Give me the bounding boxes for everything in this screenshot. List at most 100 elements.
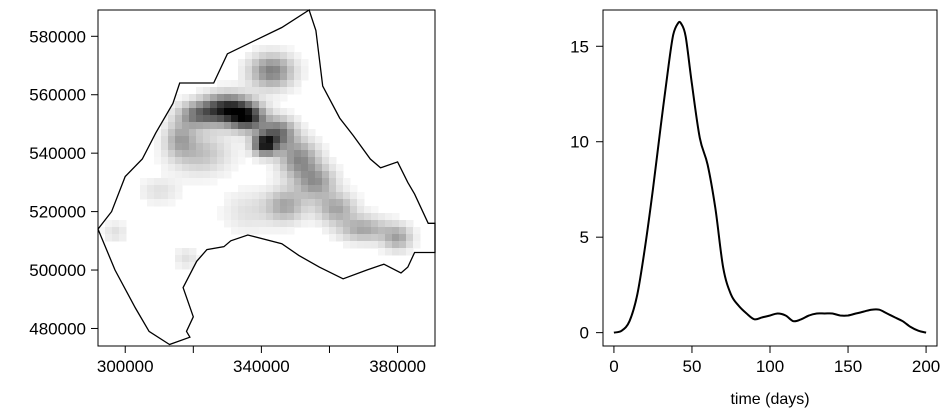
density-cell	[294, 73, 302, 81]
density-cell	[238, 108, 246, 116]
density-cell	[280, 129, 288, 137]
density-cell	[210, 164, 218, 172]
density-cell	[357, 213, 365, 221]
density-cell	[322, 192, 330, 200]
density-cell	[182, 122, 190, 130]
density-cell	[224, 136, 232, 144]
density-cell	[189, 164, 197, 172]
density-cell	[280, 171, 288, 179]
density-cell	[189, 108, 197, 116]
density-cell	[280, 185, 288, 193]
density-cell	[112, 220, 120, 228]
y-tick-label: 540000	[29, 144, 86, 163]
density-cell	[259, 213, 267, 221]
region-boundary-outline	[97, 9, 436, 346]
density-cell	[217, 157, 225, 165]
density-cell	[308, 157, 316, 165]
density-cell	[168, 122, 176, 130]
density-cell	[119, 234, 127, 242]
density-cell	[392, 241, 400, 249]
density-cell	[406, 241, 414, 249]
density-cell	[399, 248, 407, 256]
time-series-panel: 0 50 100 150 200 0 5 10 15 time (days)	[570, 9, 940, 408]
y-tick-label: 15	[570, 37, 589, 56]
density-cell	[392, 234, 400, 242]
density-cell	[273, 164, 281, 172]
density-cell	[266, 94, 274, 102]
density-cell	[385, 241, 393, 249]
density-cell	[301, 122, 309, 130]
density-cell	[245, 136, 253, 144]
density-cell	[231, 80, 239, 88]
density-cell	[350, 213, 358, 221]
density-cell	[231, 94, 239, 102]
density-heatmap	[98, 45, 421, 270]
density-cell	[252, 143, 260, 151]
density-cell	[364, 206, 372, 214]
density-cell	[371, 220, 379, 228]
density-cell	[280, 108, 288, 116]
density-cell	[266, 185, 274, 193]
density-cell	[266, 122, 274, 130]
density-cell	[196, 164, 204, 172]
density-cell	[161, 192, 169, 200]
density-cell	[280, 66, 288, 74]
density-cell	[294, 66, 302, 74]
density-cell	[203, 164, 211, 172]
density-cell	[308, 171, 316, 179]
density-cell	[308, 143, 316, 151]
density-cell	[273, 143, 281, 151]
density-cell	[273, 94, 281, 102]
density-cell	[266, 150, 274, 158]
density-cell	[301, 164, 309, 172]
density-cell	[266, 171, 274, 179]
density-cell	[175, 115, 183, 123]
density-cell	[259, 185, 267, 193]
density-cell	[266, 227, 274, 235]
density-cell	[280, 59, 288, 67]
density-cell	[175, 150, 183, 158]
density-cell	[357, 227, 365, 235]
density-cell	[266, 101, 274, 109]
density-cell	[231, 122, 239, 130]
density-cell	[315, 136, 323, 144]
density-cell	[203, 87, 211, 95]
density-cell	[392, 220, 400, 228]
density-cell	[308, 150, 316, 158]
density-cell	[238, 227, 246, 235]
density-cell	[308, 192, 316, 200]
density-cell	[259, 143, 267, 151]
density-map-panel: 300000 340000 380000 480000 500000 520000 5400…	[29, 9, 436, 376]
density-cell	[364, 213, 372, 221]
density-cell	[336, 178, 344, 186]
density-cell	[259, 87, 267, 95]
density-cell	[252, 80, 260, 88]
density-cell	[231, 199, 239, 207]
density-cell	[266, 164, 274, 172]
density-cell	[154, 143, 162, 151]
density-cell	[224, 220, 232, 228]
density-cell	[280, 220, 288, 228]
density-cell	[406, 227, 414, 235]
density-cell	[168, 171, 176, 179]
density-cell	[245, 73, 253, 81]
density-cell	[287, 66, 295, 74]
density-cell	[252, 115, 260, 123]
density-cell	[287, 164, 295, 172]
density-cell	[231, 220, 239, 228]
density-cell	[350, 199, 358, 207]
density-cell	[203, 150, 211, 158]
density-cell	[189, 101, 197, 109]
density-cell	[175, 255, 183, 263]
density-cell	[168, 115, 176, 123]
density-cell	[231, 164, 239, 172]
density-cell	[294, 192, 302, 200]
density-cell	[322, 143, 330, 151]
density-cell	[238, 185, 246, 193]
density-cell	[175, 108, 183, 116]
density-cell	[329, 185, 337, 193]
x-tick-label: 380000	[369, 357, 426, 376]
density-cell	[252, 45, 260, 53]
density-cell	[154, 150, 162, 158]
